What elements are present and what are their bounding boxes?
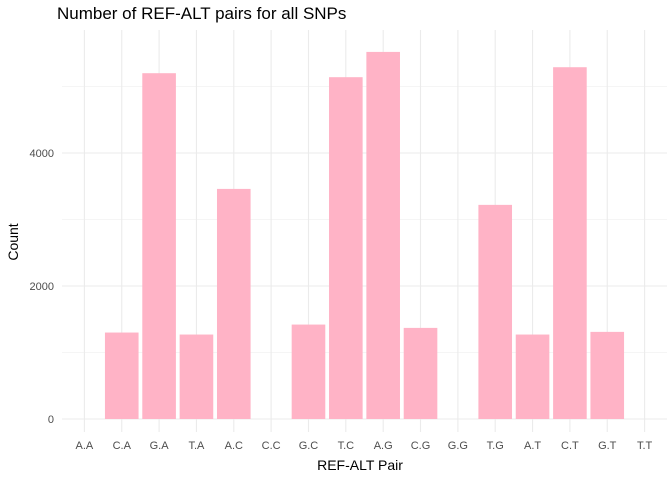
x-tick-label: G.C <box>299 440 319 452</box>
x-tick-label: G.A <box>150 440 170 452</box>
y-tick-label: 0 <box>48 414 54 426</box>
y-tick-label: 4000 <box>30 148 54 160</box>
x-tick-label: T.C <box>338 440 355 452</box>
bar-g-c <box>291 324 326 419</box>
x-tick-labels: A.A C.A G.A T.A A.C C.C G.C T.C A.G C.G G.G T.G A.T C… <box>76 440 653 452</box>
bar-g-t <box>590 331 625 419</box>
x-tick-label: C.C <box>262 440 281 452</box>
y-tick-labels: 0 2000 4000 <box>30 148 54 426</box>
bars <box>104 51 625 420</box>
bar-c-a <box>104 332 139 419</box>
x-tick-label: C.T <box>561 440 579 452</box>
x-tick-label: G.T <box>598 440 617 452</box>
y-tick-label: 2000 <box>30 281 54 293</box>
bar-a-c <box>216 188 251 419</box>
bar-t-c <box>329 77 363 419</box>
bar-t-g <box>478 204 513 419</box>
x-tick-label: A.T <box>524 440 541 452</box>
bar-a-g <box>366 51 400 420</box>
x-axis-title: REF-ALT Pair <box>317 457 403 473</box>
x-tick-label: A.A <box>76 440 94 452</box>
bar-t-a <box>179 334 214 419</box>
x-tick-label: A.C <box>225 440 243 452</box>
bar-c-t <box>553 67 587 419</box>
bar-a-t <box>515 334 550 419</box>
y-axis-title: Count <box>5 223 21 260</box>
x-tick-label: T.T <box>637 440 653 452</box>
x-tick-label: T.A <box>188 440 205 452</box>
x-tick-label: C.G <box>411 440 431 452</box>
x-tick-label: G.G <box>448 440 468 452</box>
bar-c-g <box>403 327 438 419</box>
bar-g-a <box>142 73 176 419</box>
x-tick-label: C.A <box>113 440 132 452</box>
x-tick-label: A.G <box>374 440 393 452</box>
x-tick-label: T.G <box>487 440 504 452</box>
chart-title: Number of REF-ALT pairs for all SNPs <box>57 4 347 23</box>
